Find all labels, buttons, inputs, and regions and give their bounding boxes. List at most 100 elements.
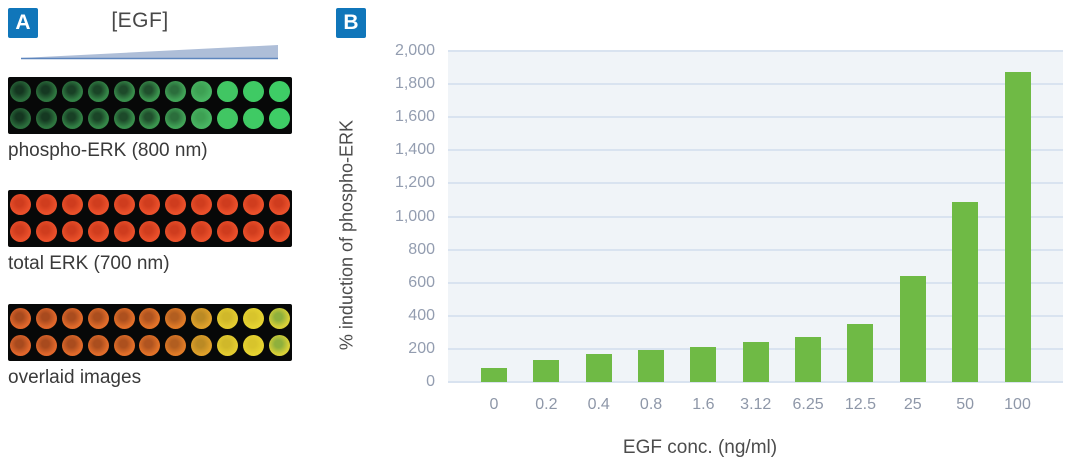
well-dot — [62, 335, 84, 356]
well-dot — [10, 335, 32, 356]
well-dot — [165, 221, 187, 242]
well-dot — [10, 194, 32, 215]
panel-b-badge: B — [336, 8, 366, 38]
gridline — [448, 282, 1063, 284]
x-tick-label: 0.2 — [535, 396, 558, 413]
well-dot — [242, 108, 264, 129]
well-dot — [216, 335, 238, 356]
well-dot — [268, 335, 290, 356]
phospho-erk-well-image — [8, 77, 292, 134]
y-axis-ticks: 2,000 1,800 1,600 1,400 1,200 1,000 800 600 400 2… — [355, 42, 435, 390]
x-tick-label: 1.6 — [692, 396, 715, 413]
well-dot — [191, 108, 213, 129]
gridline — [448, 381, 1063, 383]
egf-gradient-triangle-icon — [21, 45, 278, 60]
well-dot — [165, 194, 187, 215]
well-dot — [191, 221, 213, 242]
well-dot — [165, 335, 187, 356]
well-dot — [139, 308, 161, 329]
well-dot — [10, 108, 32, 129]
well-dot — [87, 81, 109, 102]
y-tick-label: 0 — [426, 373, 435, 390]
well-dot — [113, 81, 135, 102]
overlaid-images-label: overlaid images — [8, 367, 142, 388]
well-dot — [191, 81, 213, 102]
well-dot — [242, 308, 264, 329]
y-tick-label: 400 — [408, 307, 435, 324]
well-dot — [139, 81, 161, 102]
bar — [533, 359, 560, 382]
well-dot — [242, 221, 264, 242]
well-dot — [87, 108, 109, 129]
well-dot — [216, 194, 238, 215]
well-dot — [165, 108, 187, 129]
well-dot — [87, 308, 109, 329]
bar — [1004, 71, 1031, 382]
y-tick-label: 1,000 — [394, 208, 435, 225]
bar — [585, 353, 612, 382]
y-tick-label: 600 — [408, 274, 435, 291]
well-dot — [191, 335, 213, 356]
well-dot — [36, 81, 58, 102]
well-dot — [139, 221, 161, 242]
well-dot — [87, 335, 109, 356]
well-dot — [268, 81, 290, 102]
bar — [481, 367, 507, 382]
bar — [742, 342, 769, 382]
x-axis-ticks: 0 0.2 0.4 0.8 1.6 3.12 6.25 12.5 25 50 100 — [448, 395, 1063, 417]
well-dot — [139, 194, 161, 215]
well-dot — [62, 221, 84, 242]
well-dot — [268, 221, 290, 242]
well-dot — [10, 221, 32, 242]
x-tick-label: 100 — [1004, 396, 1031, 413]
y-tick-label: 200 — [408, 340, 435, 357]
well-dot — [36, 194, 58, 215]
plot-area — [448, 50, 1063, 383]
y-tick-label: 2,000 — [394, 42, 435, 59]
bar — [638, 349, 665, 382]
x-tick-label: 50 — [956, 396, 975, 413]
x-tick-label: 12.5 — [844, 396, 876, 413]
x-tick-label: 3.12 — [740, 396, 772, 413]
well-dot — [139, 335, 161, 356]
well-dot — [242, 194, 264, 215]
y-tick-label: 1,400 — [394, 141, 435, 158]
x-axis-title: EGF conc. (ng/ml) — [622, 437, 778, 458]
bar — [795, 336, 822, 382]
well-dot — [139, 108, 161, 129]
gridline — [448, 50, 1063, 52]
well-dot — [268, 194, 290, 215]
well-dot — [62, 108, 84, 129]
bar — [952, 202, 979, 382]
well-dot — [62, 194, 84, 215]
x-tick-label: 25 — [903, 396, 922, 413]
panel-a-badge: A — [8, 8, 38, 38]
well-dot — [191, 308, 213, 329]
y-tick-label: 1,800 — [394, 75, 435, 92]
well-dot — [113, 108, 135, 129]
bar — [690, 347, 717, 382]
well-dot — [242, 335, 264, 356]
bar — [847, 323, 874, 382]
gridline — [448, 116, 1063, 118]
well-dot — [113, 308, 135, 329]
total-erk-well-image — [8, 190, 292, 247]
well-dot — [62, 81, 84, 102]
well-dot — [36, 335, 58, 356]
gridline — [448, 216, 1063, 218]
well-dot — [216, 108, 238, 129]
well-dot — [216, 221, 238, 242]
y-tick-label: 800 — [408, 241, 435, 258]
well-dot — [113, 194, 135, 215]
well-dot — [113, 335, 135, 356]
well-dot — [268, 108, 290, 129]
well-dot — [216, 81, 238, 102]
overlaid-well-image — [8, 304, 292, 361]
y-tick-label: 1,200 — [394, 174, 435, 191]
well-dot — [242, 81, 264, 102]
well-dot — [36, 108, 58, 129]
well-dot — [165, 308, 187, 329]
gridline — [448, 149, 1063, 151]
well-dot — [10, 81, 32, 102]
y-tick-label: 1,600 — [394, 108, 435, 125]
